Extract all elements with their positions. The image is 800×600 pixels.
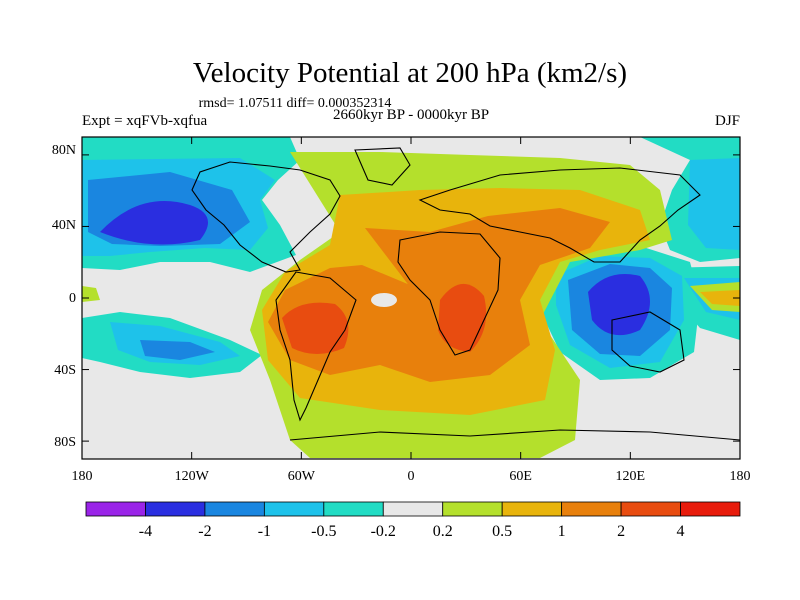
colorbar-swatch — [501, 501, 563, 517]
coast-antarctica — [289, 429, 740, 441]
coast-africa — [397, 231, 501, 356]
coast-south-america — [275, 271, 357, 422]
colorbar-swatch — [263, 501, 325, 517]
colorbar-label: 0.2 — [433, 523, 453, 540]
map-field — [82, 137, 740, 459]
colorbar-swatch — [85, 501, 146, 517]
longitude-axis: 180 120W 60W 0 60E 120E 180 — [72, 469, 751, 484]
period-label: 2660kyr BP - 0000kyr BP — [333, 107, 489, 123]
colorbar-label: 0.5 — [492, 523, 512, 540]
colorbar-swatch — [442, 501, 503, 517]
latitude-axis: 80N 40N 0 40S 80S — [52, 143, 76, 450]
colorbar-swatch — [323, 501, 384, 517]
contour-sw-blue — [140, 340, 215, 360]
contour-positive-orange — [268, 208, 610, 382]
colorbar — [85, 501, 741, 517]
coast-eurasia — [418, 167, 701, 263]
lat-label: 80N — [52, 143, 76, 158]
lon-label: 120E — [616, 469, 646, 484]
lon-label: 60W — [288, 469, 316, 484]
colorbar-label: 2 — [617, 523, 625, 540]
figure-title: Velocity Potential at 200 hPa (km2/s) — [193, 57, 627, 89]
lon-label: 60E — [509, 469, 532, 484]
stats-line: rmsd= 1.07511 diff= 0.000352314 — [199, 96, 392, 111]
lon-label: 180 — [730, 469, 751, 484]
lon-label: 0 — [408, 469, 415, 484]
colorbar-swatch — [680, 501, 741, 517]
colorbar-swatch — [561, 501, 622, 517]
coastlines — [191, 147, 740, 441]
colorbar-label: -0.2 — [371, 523, 396, 540]
colorbar-swatch — [145, 501, 206, 517]
lat-label: 40N — [52, 218, 76, 233]
lon-label: 180 — [72, 469, 93, 484]
colorbar-label: 1 — [558, 523, 566, 540]
axis-ticks — [81, 137, 741, 459]
colorbar-labels: -4 -2 -1 -0.5 -0.2 0.2 0.5 1 2 4 — [139, 523, 685, 540]
contour-maritime-darkblue — [588, 274, 650, 336]
contour-atlantic-neutral-core — [371, 293, 397, 307]
contour-ne-lightblue — [688, 158, 740, 250]
colorbar-label: -4 — [139, 523, 152, 540]
experiment-label: Expt = xqFVb-xqfua — [82, 113, 207, 129]
colorbar-swatch — [382, 501, 444, 517]
lat-label: 80S — [54, 435, 76, 450]
colorbar-label: 4 — [677, 523, 685, 540]
contour-north-pacific-darkblue — [100, 201, 208, 245]
coast-north-america — [191, 161, 341, 273]
contour-right-amber — [700, 290, 740, 306]
season-label: DJF — [715, 113, 740, 129]
lat-label: 40S — [54, 363, 76, 378]
coast-greenland — [354, 147, 411, 186]
colorbar-swatch — [620, 501, 681, 517]
lat-label: 0 — [69, 291, 76, 306]
lon-label: 120W — [175, 469, 210, 484]
colorbar-swatch — [204, 501, 265, 517]
colorbar-label: -1 — [258, 523, 271, 540]
colorbar-label: -2 — [198, 523, 211, 540]
coast-australia — [611, 311, 685, 373]
colorbar-label: -0.5 — [311, 523, 336, 540]
contour-africa-core — [438, 283, 487, 352]
contour-south-america-core — [282, 302, 349, 354]
